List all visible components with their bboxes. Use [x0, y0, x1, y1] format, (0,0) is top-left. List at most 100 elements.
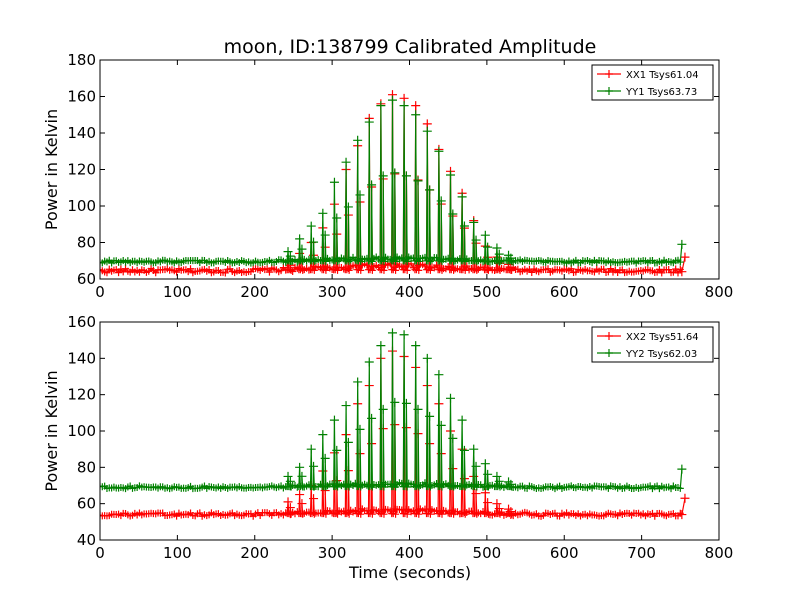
- data-point: [494, 476, 504, 486]
- data-point: [469, 444, 479, 454]
- legend-box: [591, 326, 714, 363]
- data-point: [425, 411, 435, 421]
- data-point: [328, 256, 336, 264]
- data-point: [471, 489, 481, 499]
- data-point: [426, 257, 434, 265]
- data-point: [341, 401, 351, 411]
- y-tick-label: 40: [77, 531, 96, 549]
- data-point: [415, 483, 423, 491]
- x-tick-label: 600: [550, 283, 579, 301]
- data-point: [492, 471, 502, 481]
- data-point: [457, 192, 467, 202]
- data-point: [285, 503, 295, 513]
- data-point: [433, 261, 441, 269]
- data-point: [508, 510, 516, 518]
- data-point: [413, 176, 423, 186]
- y-axis-label: Power in Kelvin: [42, 109, 61, 230]
- x-tick-label: 200: [240, 544, 269, 562]
- data-point: [297, 244, 307, 254]
- data-point: [457, 415, 467, 425]
- data-point: [480, 230, 490, 240]
- data-point: [480, 488, 490, 498]
- data-point: [399, 101, 409, 111]
- data-point: [411, 341, 421, 351]
- data-point: [297, 499, 307, 509]
- series-markers-xx: [100, 346, 690, 520]
- data-point: [422, 126, 432, 136]
- x-tick-label: 300: [318, 544, 347, 562]
- data-point: [345, 257, 353, 265]
- data-point: [674, 269, 682, 277]
- data-point: [677, 464, 687, 474]
- data-point: [390, 397, 400, 407]
- data-point: [287, 483, 295, 491]
- data-point: [363, 261, 371, 269]
- data-point: [322, 266, 330, 274]
- data-point: [607, 265, 615, 273]
- data-point: [483, 498, 493, 508]
- data-point: [285, 476, 295, 486]
- data-point: [480, 459, 490, 469]
- legend-item: YY2 Tsys62.03: [597, 349, 697, 360]
- data-point: [390, 168, 400, 178]
- x-tick-label: 100: [163, 544, 192, 562]
- data-point: [353, 135, 363, 145]
- data-point: [677, 239, 687, 249]
- data-point: [469, 217, 479, 227]
- data-point: [401, 171, 411, 181]
- data-point: [309, 237, 319, 247]
- data-point: [317, 509, 325, 517]
- data-point: [403, 257, 411, 265]
- data-point: [289, 267, 297, 275]
- data-point: [494, 249, 504, 259]
- data-point: [329, 177, 339, 187]
- data-point: [677, 510, 687, 520]
- series-markers-yy: [100, 95, 687, 267]
- data-point: [351, 506, 359, 514]
- data-point: [508, 257, 516, 265]
- data-point: [364, 117, 374, 127]
- y-tick-label: 80: [77, 234, 96, 252]
- data-point: [367, 413, 377, 423]
- data-point: [401, 398, 411, 408]
- data-point: [283, 497, 293, 507]
- x-tick-label: 600: [550, 544, 579, 562]
- data-point: [378, 404, 388, 414]
- data-point: [367, 180, 377, 190]
- data-point: [392, 257, 400, 265]
- data-point: [334, 510, 342, 518]
- data-point: [299, 510, 307, 518]
- y-tick-label: 60: [77, 495, 96, 513]
- data-point: [676, 484, 684, 492]
- data-point: [103, 269, 111, 277]
- data-point: [351, 479, 359, 487]
- data-point: [318, 430, 328, 440]
- data-point: [376, 101, 386, 111]
- data-point: [392, 510, 400, 518]
- legend-label: YY2 Tsys62.03: [625, 349, 697, 360]
- data-point: [309, 494, 319, 504]
- data-point: [173, 268, 181, 276]
- data-point: [380, 510, 388, 518]
- y-tick-label: 100: [67, 197, 96, 215]
- data-point: [528, 268, 536, 276]
- data-point: [332, 213, 342, 223]
- data-point: [471, 461, 481, 471]
- data-point: [334, 257, 342, 265]
- data-point: [295, 462, 305, 472]
- data-point: [392, 266, 400, 274]
- data-point: [387, 328, 397, 338]
- data-point: [297, 471, 307, 481]
- data-point: [355, 190, 365, 200]
- data-point: [544, 265, 552, 273]
- data-point: [310, 266, 318, 274]
- legend-label: XX2 Tsys51.64: [626, 332, 699, 343]
- data-point: [334, 483, 342, 491]
- data-point: [322, 483, 330, 491]
- data-point: [421, 253, 429, 261]
- data-point: [483, 242, 493, 252]
- data-point: [187, 265, 195, 273]
- legend: XX1 Tsys61.04 YY1 Tsys63.73: [591, 64, 714, 101]
- data-point: [380, 266, 388, 274]
- data-point: [450, 483, 458, 491]
